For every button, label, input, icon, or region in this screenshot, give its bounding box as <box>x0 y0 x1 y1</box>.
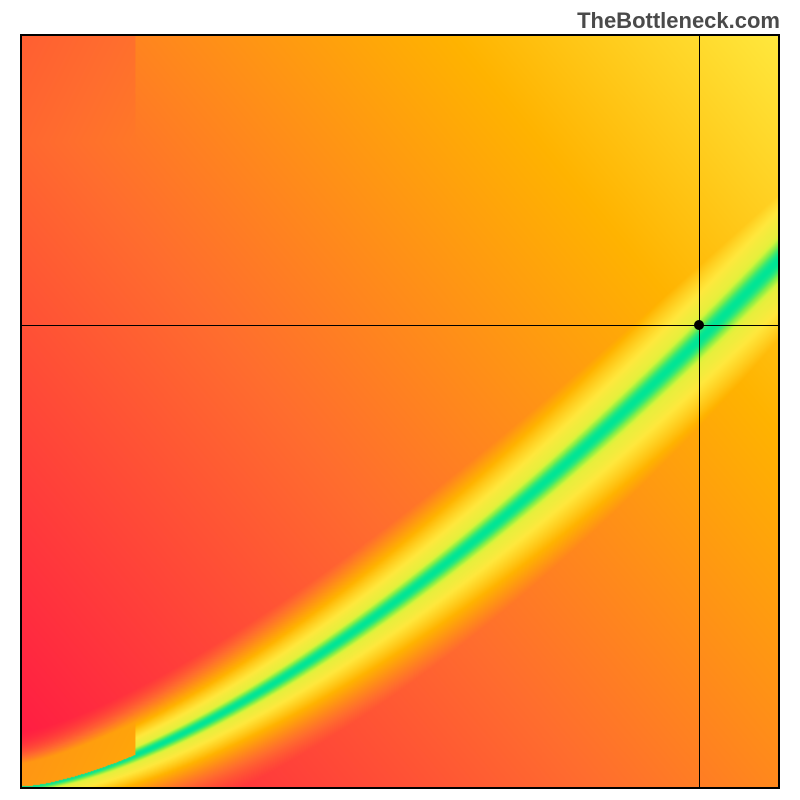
crosshair-horizontal-line <box>20 325 780 326</box>
crosshair-vertical-line <box>699 34 700 789</box>
bottleneck-heatmap <box>20 34 780 789</box>
heatmap-canvas <box>20 34 780 789</box>
watermark-text: TheBottleneck.com <box>577 8 780 34</box>
selection-marker-dot <box>694 320 704 330</box>
